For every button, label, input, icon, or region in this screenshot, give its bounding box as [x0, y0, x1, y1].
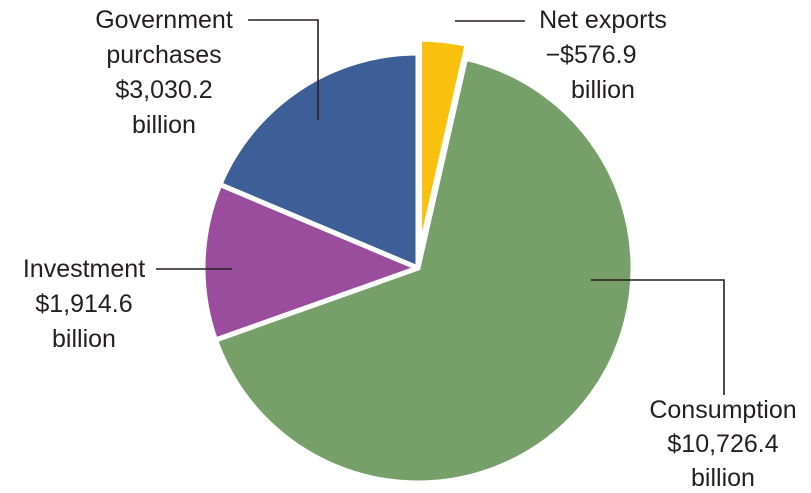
label-government: Government purchases $3,030.2 billion: [95, 6, 233, 139]
label-government-line1: Government: [95, 6, 233, 34]
label-investment-unit: billion: [52, 325, 116, 353]
label-government-value: $3,030.2: [115, 76, 212, 104]
label-consumption-value: $10,726.4: [667, 430, 778, 458]
label-net-exports-line1: Net exports: [539, 6, 667, 34]
leader-line-government: [248, 19, 319, 120]
leader-lines: [156, 19, 725, 395]
label-consumption-unit: billion: [691, 464, 755, 492]
label-consumption: Consumption $10,726.4 billion: [649, 396, 796, 492]
label-investment-value: $1,914.6: [35, 290, 132, 318]
leader-line-consumption: [591, 279, 725, 395]
pie-slice-government-purchases: [217, 50, 421, 271]
label-consumption-line1: Consumption: [649, 396, 796, 424]
label-investment: Investment $1,914.6 billion: [23, 255, 145, 353]
label-net-exports-value: −$576.9: [545, 41, 636, 69]
label-net-exports-unit: billion: [571, 76, 635, 104]
label-government-line2: purchases: [106, 41, 221, 69]
pie-slice-investment: [200, 181, 421, 343]
pie-slice-consumption: [212, 55, 636, 486]
pie-slices: [200, 36, 636, 486]
label-investment-line1: Investment: [23, 255, 145, 283]
label-government-unit: billion: [132, 111, 196, 139]
label-net-exports: Net exports −$576.9 billion: [539, 6, 667, 104]
